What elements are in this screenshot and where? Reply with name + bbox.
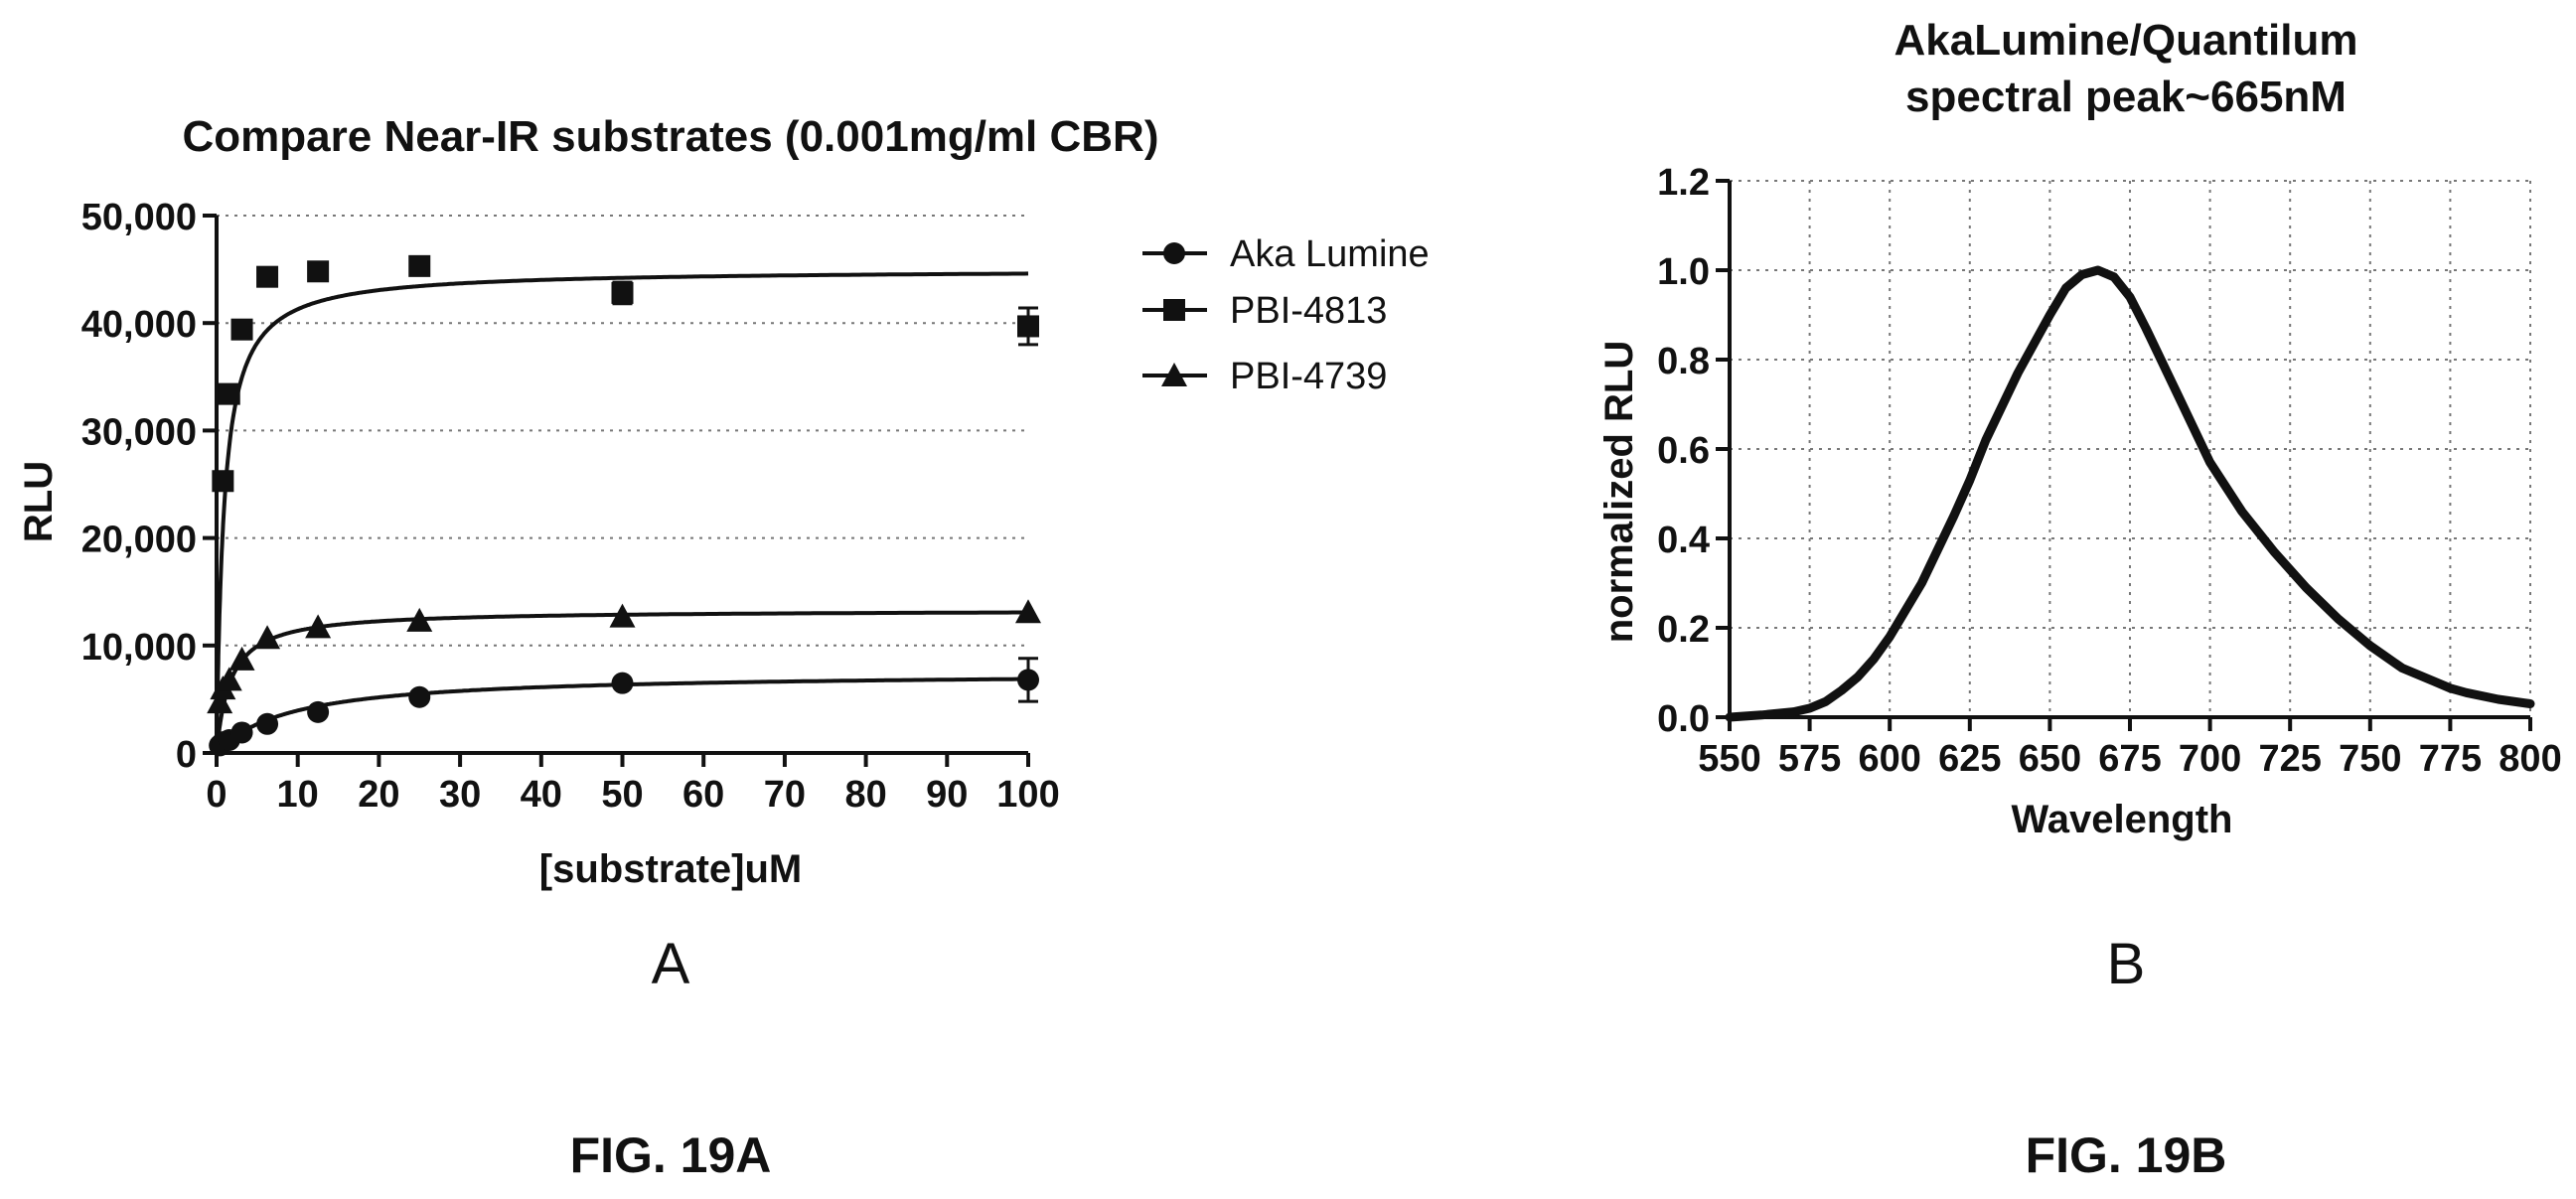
data-point-pbi-4813 <box>256 265 279 288</box>
chart-a-data-points <box>207 254 1041 757</box>
data-point-pbi-4739 <box>207 689 233 714</box>
data-point-aka-lumine <box>611 672 634 694</box>
figure-label-19a: FIG. 19A <box>570 1127 772 1183</box>
figure-label-19b: FIG. 19B <box>2026 1127 2227 1183</box>
data-point-pbi-4739 <box>216 667 242 691</box>
data-point-pbi-4739 <box>1015 599 1041 624</box>
y-tick-label: 50,000 <box>81 197 197 238</box>
x-tick-label: 30 <box>439 774 481 816</box>
legend-triangle-marker <box>1161 363 1187 386</box>
x-tick-label: 0 <box>206 774 227 816</box>
y-tick-label: 0.2 <box>1657 609 1710 651</box>
y-tick-label: 1.0 <box>1657 251 1710 293</box>
data-point-aka-lumine <box>307 700 330 723</box>
data-point-pbi-4813 <box>212 470 234 493</box>
x-tick-label: 750 <box>2339 738 2401 780</box>
legend-item-aka-lumine: Aka Lumine <box>1142 233 1430 275</box>
data-point-pbi-4813 <box>408 254 431 277</box>
legend-label-pbi-4813: PBI-4813 <box>1230 290 1387 332</box>
chart-panel-a: Compare Near-IR substrates (0.001mg/ml C… <box>17 112 1430 1183</box>
x-tick-label: 550 <box>1698 738 1760 780</box>
y-tick-label: 30,000 <box>81 411 197 453</box>
chart-b-title-line-1: AkaLumine/Quantilum <box>1894 16 2358 65</box>
x-tick-label: 20 <box>358 774 399 816</box>
x-tick-label: 625 <box>1938 738 2001 780</box>
x-tick-label: 40 <box>521 774 562 816</box>
chart-b-y-ticks: 0.0 0.2 0.4 0.6 0.8 1.0 1.2 <box>1657 162 1730 740</box>
chart-b-spectrum-line <box>1725 265 2535 722</box>
data-point-aka-lumine <box>256 712 279 735</box>
data-point-pbi-4739 <box>609 603 636 628</box>
x-tick-label: 675 <box>2098 738 2161 780</box>
data-point-pbi-4739 <box>406 607 433 632</box>
chart-a-y-ticks: 0 10,000 20,000 30,000 40,000 50,000 <box>81 197 217 776</box>
chart-a-y-label: RLU <box>17 461 61 542</box>
x-tick-label: 775 <box>2419 738 2482 780</box>
chart-panel-b: AkaLumine/Quantilum spectral peak~665nM … <box>1597 16 2562 1183</box>
legend-square-marker <box>1163 299 1185 321</box>
y-tick-label: 40,000 <box>81 304 197 346</box>
chart-b-title-line-2: spectral peak~665nM <box>1905 73 2347 121</box>
y-tick-label: 0.8 <box>1657 341 1710 382</box>
x-tick-label: 650 <box>2019 738 2081 780</box>
chart-a-error-bars <box>612 280 1038 703</box>
x-tick-label: 600 <box>1858 738 1920 780</box>
legend-label-pbi-4739: PBI-4739 <box>1230 356 1387 397</box>
y-tick-label: 0.4 <box>1657 520 1710 561</box>
x-tick-label: 90 <box>926 774 968 816</box>
y-tick-label: 0 <box>176 734 197 776</box>
data-point-pbi-4739 <box>254 625 281 650</box>
x-tick-label: 60 <box>682 774 724 816</box>
chart-a-title: Compare Near-IR substrates (0.001mg/ml C… <box>183 112 1159 161</box>
panel-label-b: B <box>2107 932 2146 996</box>
data-point-pbi-4739 <box>228 646 255 671</box>
data-point-aka-lumine <box>1017 669 1039 691</box>
x-tick-label: 10 <box>277 774 319 816</box>
legend-item-pbi-4739: PBI-4739 <box>1142 356 1387 397</box>
x-tick-label: 80 <box>844 774 886 816</box>
chart-b-x-ticks: 550 575 600 625 650 675 700 725 750 775 800 <box>1698 717 2562 780</box>
panel-label-a: A <box>652 932 690 996</box>
data-point-pbi-4813 <box>611 281 634 304</box>
chart-b-x-label: Wavelength <box>2012 798 2233 841</box>
y-tick-label: 0.6 <box>1657 430 1710 472</box>
y-tick-label: 1.2 <box>1657 162 1710 204</box>
y-tick-label: 10,000 <box>81 627 197 669</box>
data-point-pbi-4813 <box>218 382 240 405</box>
y-tick-label: 20,000 <box>81 520 197 561</box>
x-tick-label: 50 <box>601 774 643 816</box>
data-point-pbi-4813 <box>307 260 330 283</box>
x-tick-label: 800 <box>2499 738 2561 780</box>
spectrum-curve <box>1725 265 2535 722</box>
x-tick-label: 70 <box>764 774 806 816</box>
legend-label-aka-lumine: Aka Lumine <box>1230 233 1430 275</box>
chart-a-x-ticks: 0 10 20 30 40 50 60 70 80 90 100 <box>206 753 1060 816</box>
x-tick-label: 700 <box>2179 738 2241 780</box>
x-tick-label: 100 <box>996 774 1059 816</box>
x-tick-label: 575 <box>1778 738 1841 780</box>
chart-a-x-label: [substrate]uM <box>539 847 802 891</box>
chart-a-legend: Aka Lumine PBI-4813 PBI-4739 <box>1142 233 1430 397</box>
chart-b-gridlines <box>1730 180 2531 717</box>
data-point-pbi-4813 <box>1017 315 1039 338</box>
data-point-pbi-4813 <box>230 318 253 341</box>
data-point-pbi-4739 <box>305 614 332 639</box>
y-tick-label: 0.0 <box>1657 698 1710 740</box>
chart-a-gridlines <box>217 215 1028 647</box>
legend-circle-marker <box>1163 242 1185 264</box>
x-tick-label: 725 <box>2258 738 2321 780</box>
data-point-aka-lumine <box>408 685 431 708</box>
chart-b-y-label: normalized RLU <box>1597 341 1641 643</box>
data-point-aka-lumine <box>230 721 253 744</box>
legend-item-pbi-4813: PBI-4813 <box>1142 290 1387 332</box>
